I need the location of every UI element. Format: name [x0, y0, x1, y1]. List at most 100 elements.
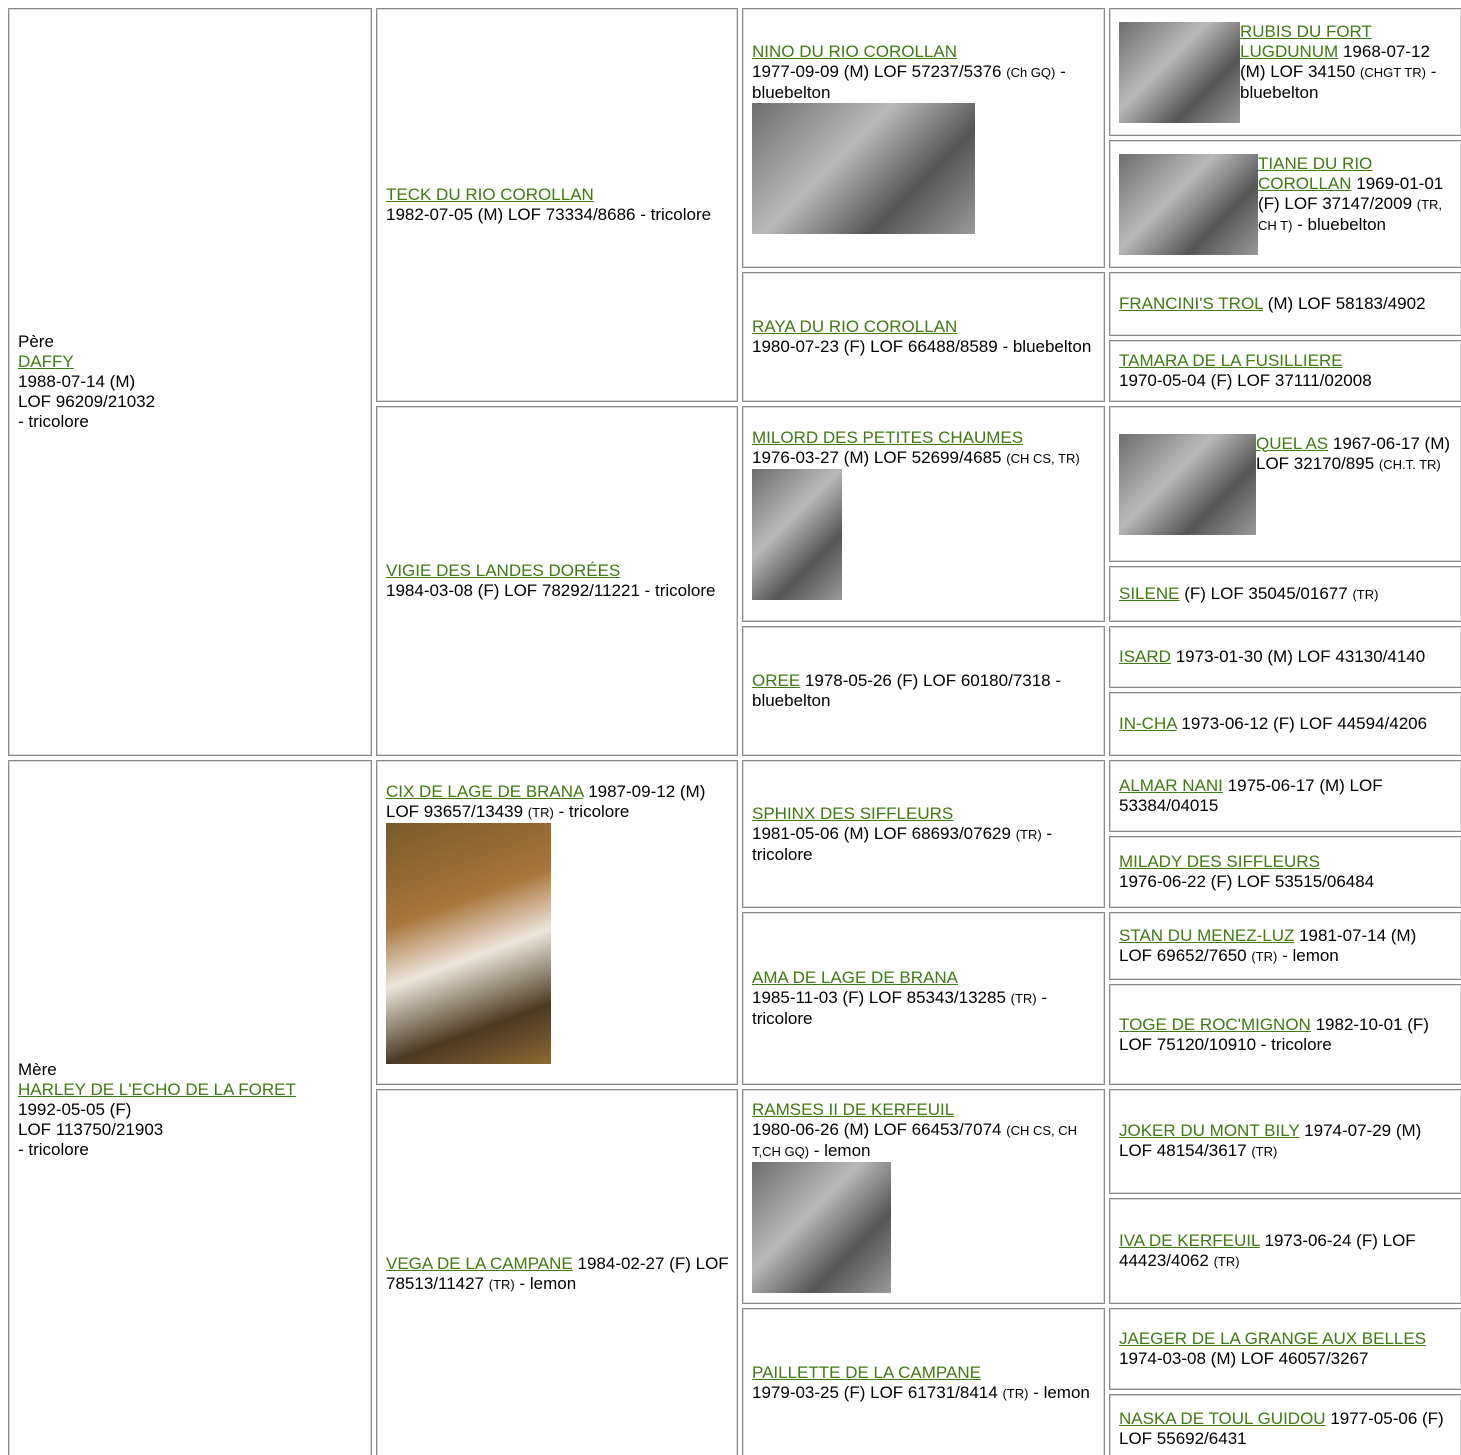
dog-name-link[interactable]: TECK DU RIO COROLLAN — [386, 185, 594, 204]
dog-info: (F) LOF 35045/01677 — [1184, 583, 1348, 603]
dog-titles: (TR) — [1002, 1385, 1029, 1401]
cell-content: IN-CHA 1973-06-12 (F) LOF 44594/4206 — [1119, 714, 1427, 734]
dog-photo — [752, 1162, 891, 1293]
dog-info: 1979-03-25 (F) LOF 61731/8414 — [752, 1382, 998, 1402]
dog-name-link[interactable]: AMA DE LAGE DE BRANA — [752, 968, 958, 987]
dog-info: 1982-10-01 (F) LOF 75120/10910 — [1119, 1014, 1429, 1054]
dog-name-link[interactable]: TOGE DE ROC'MIGNON — [1119, 1014, 1311, 1034]
pedigree-cell: JOKER DU MONT BILY 1974-07-29 (M) LOF 48… — [1109, 1089, 1461, 1194]
dog-info: 1978-05-26 (F) LOF 60180/7318 — [804, 671, 1051, 690]
dog-name-link[interactable]: QUEL AS — [1256, 433, 1329, 453]
dog-name-link[interactable]: TIANE DU RIO COROLLAN — [1258, 153, 1373, 193]
dog-name-link[interactable]: ISARD — [1119, 647, 1171, 666]
pedigree-cell: STAN DU MENEZ-LUZ 1981-07-14 (M) LOF 696… — [1109, 912, 1461, 980]
cell-content: OREE 1978-05-26 (F) LOF 60180/7318 - blu… — [752, 671, 1096, 711]
dog-name-link[interactable]: PAILLETTE DE LA CAMPANE — [752, 1362, 981, 1382]
dog-name-link[interactable]: RAMSES II DE KERFEUIL — [752, 1100, 955, 1119]
dog-name-link[interactable]: NINO DU RIO COROLLAN — [752, 42, 957, 61]
dog-color: - tricolore — [558, 801, 630, 821]
cell-content: AMA DE LAGE DE BRANA 1985-11-03 (F) LOF 8… — [752, 968, 1096, 1029]
dog-info: 1984-03-08 (F) LOF 78292/11221 — [386, 581, 640, 600]
pedigree-cell: CIX DE LAGE DE BRANA 1987-09-12 (M) LOF … — [376, 760, 738, 1085]
dog-color: - tricolore — [644, 581, 716, 600]
dog-info: 1974-03-08 (M) LOF 46057/3267 — [1119, 1349, 1369, 1368]
dog-photo — [1119, 433, 1256, 535]
cell-content: TIANE DU RIO COROLLAN 1969-01-01 (F) LOF… — [1119, 153, 1453, 255]
dog-name-link[interactable]: HARLEY DE L'ECHO DE LA FORET — [18, 1080, 296, 1099]
cell-content: ALMAR NANI 1975-06-17 (M) LOF 53384/0401… — [1119, 776, 1453, 816]
dog-info: 1977-05-06 (F) LOF 55692/6431 — [1119, 1409, 1444, 1448]
dog-detail: 1992-05-05 (F) — [18, 1100, 132, 1119]
pedigree-cell: ALMAR NANI 1975-06-17 (M) LOF 53384/0401… — [1109, 760, 1461, 832]
dog-name-link[interactable]: RAYA DU RIO COROLLAN — [752, 317, 958, 336]
cell-content: JAEGER DE LA GRANGE AUX BELLES 1974-03-0… — [1119, 1329, 1453, 1369]
cell-content: SILENE (F) LOF 35045/01677 (TR) — [1119, 584, 1378, 605]
dog-titles: (TR) — [1352, 586, 1379, 602]
pedigree-cell: VEGA DE LA CAMPANE 1984-02-27 (F) LOF 78… — [376, 1089, 738, 1455]
pedigree-cell: Père DAFFY 1988-07-14 (M) LOF 96209/21032- … — [8, 8, 372, 756]
dog-name-link[interactable]: ALMAR NANI — [1119, 776, 1223, 795]
pedigree-cell: SPHINX DES SIFFLEURS 1981-05-06 (M) LOF 6… — [742, 760, 1105, 908]
cell-content: TOGE DE ROC'MIGNON 1982-10-01 (F) LOF 75… — [1119, 1015, 1453, 1055]
dog-info: 1980-06-26 (M) LOF 66453/7074 — [752, 1120, 1002, 1139]
cell-content: RAMSES II DE KERFEUIL 1980-06-26 (M) LOF … — [752, 1100, 1096, 1293]
dog-name-link[interactable]: STAN DU MENEZ-LUZ — [1119, 925, 1295, 945]
dog-name-link[interactable]: CIX DE LAGE DE BRANA — [386, 781, 584, 801]
dog-detail: - tricolore — [18, 412, 89, 431]
pedigree-cell: NASKA DE TOUL GUIDOU 1977-05-06 (F) LOF … — [1109, 1394, 1461, 1455]
cell-content: NINO DU RIO COROLLAN 1977-09-09 (M) LOF 5… — [752, 42, 1096, 234]
dog-color: - tricolore — [1260, 1034, 1332, 1054]
pedigree-cell: TAMARA DE LA FUSILLIERE 1970-05-04 (F) LO… — [1109, 340, 1461, 402]
dog-titles: (CH.T. TR) — [1378, 456, 1441, 472]
pedigree-cell: MILADY DES SIFFLEURS 1976-06-22 (F) LOF 5… — [1109, 836, 1461, 908]
pedigree-cell: PAILLETTE DE LA CAMPANE 1979-03-25 (F) LO… — [742, 1308, 1105, 1455]
dog-info: 1976-06-22 (F) LOF 53515/06484 — [1119, 872, 1375, 891]
cell-content: MILORD DES PETITES CHAUMES 1976-03-27 (M)… — [752, 428, 1080, 600]
pedigree-cell: Mère HARLEY DE L'ECHO DE LA FORET 1992-05-… — [8, 760, 372, 1455]
dog-photo — [752, 469, 842, 600]
dog-name-link[interactable]: VEGA DE LA CAMPANE — [386, 1253, 573, 1273]
dog-name-link[interactable]: MILORD DES PETITES CHAUMES — [752, 428, 1024, 447]
dog-titles: (CH CS, TR) — [1006, 451, 1080, 466]
dog-name-link[interactable]: OREE — [752, 671, 801, 690]
cell-content: VEGA DE LA CAMPANE 1984-02-27 (F) LOF 78… — [386, 1254, 729, 1295]
dog-photo — [1119, 21, 1240, 123]
dog-info: 1976-03-27 (M) LOF 52699/4685 — [752, 448, 1002, 467]
dog-photo — [1119, 153, 1258, 255]
dog-name-link[interactable]: JAEGER DE LA GRANGE AUX BELLES — [1119, 1329, 1427, 1348]
dog-color: - lemon — [813, 1141, 871, 1160]
cell-content: QUEL AS 1967-06-17 (M) LOF 32170/895 (CH… — [1119, 433, 1453, 535]
dog-name-link[interactable]: FRANCINI'S TROL — [1119, 294, 1263, 313]
dog-name-link[interactable]: RUBIS DU FORT LUGDUNUM — [1240, 21, 1372, 61]
dog-info: (M) LOF 58183/4902 — [1267, 294, 1426, 313]
dog-name-link[interactable]: NASKA DE TOUL GUIDOU — [1119, 1409, 1326, 1428]
dog-info: 1975-06-17 (M) LOF 53384/04015 — [1119, 776, 1383, 815]
cell-content: Mère HARLEY DE L'ECHO DE LA FORET 1992-05-… — [18, 1060, 296, 1160]
dog-name-link[interactable]: IN-CHA — [1119, 714, 1177, 733]
dog-color: - lemon — [519, 1273, 577, 1293]
dog-photo — [386, 822, 551, 1064]
dog-name-link[interactable]: DAFFY — [18, 352, 74, 371]
dog-color: - bluebelton — [752, 62, 1066, 102]
dog-info: 1973-06-12 (F) LOF 44594/4206 — [1181, 714, 1428, 733]
dog-name-link[interactable]: SPHINX DES SIFFLEURS — [752, 803, 954, 823]
pedigree-cell: OREE 1978-05-26 (F) LOF 60180/7318 - blu… — [742, 626, 1105, 756]
dog-info: 1981-05-06 (M) LOF 68693/07629 — [752, 823, 1011, 843]
dog-titles: (CHGT TR) — [1360, 64, 1426, 80]
dog-color: - bluebelton — [1297, 214, 1387, 234]
dog-info: 1973-01-30 (M) LOF 43130/4140 — [1175, 647, 1426, 666]
dog-name-link[interactable]: TAMARA DE LA FUSILLIERE — [1119, 351, 1343, 370]
dog-name-link[interactable]: JOKER DU MONT BILY — [1119, 1121, 1300, 1140]
dog-color: - lemon — [1033, 1382, 1090, 1402]
dog-info: 1970-05-04 (F) LOF 37111/02008 — [1119, 371, 1372, 390]
dog-name-link[interactable]: VIGIE DES LANDES DORÉES — [386, 561, 621, 580]
dog-name-link[interactable]: MILADY DES SIFFLEURS — [1119, 852, 1320, 871]
pedigree-cell: FRANCINI'S TROL (M) LOF 58183/4902 — [1109, 272, 1461, 336]
dog-name-link[interactable]: SILENE — [1119, 583, 1180, 603]
pedigree-cell: IVA DE KERFEUIL 1973-06-24 (F) LOF 44423… — [1109, 1198, 1461, 1304]
dog-info: 1982-07-05 (M) LOF 73334/8686 — [386, 205, 636, 224]
pedigree-cell: MILORD DES PETITES CHAUMES 1976-03-27 (M)… — [742, 406, 1105, 622]
dog-name-link[interactable]: IVA DE KERFEUIL — [1119, 1230, 1260, 1250]
dog-detail: LOF 113750/21903 — [18, 1120, 164, 1139]
cell-content: NASKA DE TOUL GUIDOU 1977-05-06 (F) LOF … — [1119, 1409, 1453, 1449]
